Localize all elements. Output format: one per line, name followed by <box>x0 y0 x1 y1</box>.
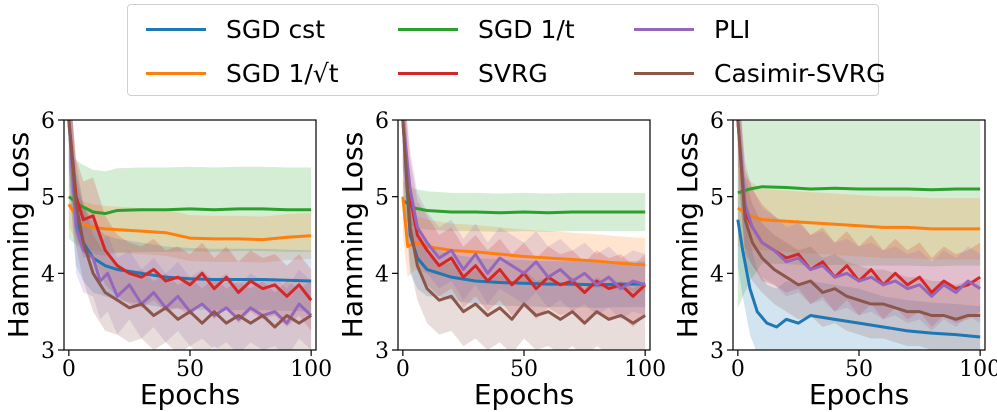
band-casimir-svrg <box>68 120 312 350</box>
y-tick-label: 3 <box>41 339 55 364</box>
legend-item-sgd-cst: SGD cst <box>146 11 325 47</box>
y-tick-label: 5 <box>41 186 55 211</box>
band-sgd-cst <box>737 173 981 350</box>
plot-area <box>736 120 981 350</box>
legend-swatch-sgd-1t <box>398 27 458 31</box>
x-tick-label: 50 <box>845 357 873 382</box>
legend-label-pli: PLI <box>714 14 751 44</box>
legend-swatch-svrg <box>398 71 458 75</box>
legend-label-casimir-svrg: Casimir-SVRG <box>714 58 886 88</box>
x-axis-label: Epochs <box>809 378 909 411</box>
chart-panel-1: 0 50 100 3 4 5 6 Epochs Hamming Loss <box>2 109 332 411</box>
series-line-sgd-1-t <box>737 206 981 231</box>
chart-panel-3: 0 50 100 3 4 5 6 Epochs Hamming Loss <box>671 109 997 411</box>
band-sgd-1-t <box>737 169 981 260</box>
series-line-sgd-1-t <box>737 185 981 195</box>
series-line-pli <box>736 120 981 298</box>
series-line-sgd-cst <box>736 219 981 339</box>
y-tick-label: 3 <box>710 339 724 364</box>
y-tick-label: 4 <box>375 262 389 287</box>
x-tick-label: 100 <box>959 357 997 382</box>
legend-item-pli: PLI <box>634 11 750 47</box>
legend-item-svrg: SVRG <box>398 55 548 91</box>
legend-label-svrg: SVRG <box>478 58 548 88</box>
x-tick-label: 100 <box>290 357 332 382</box>
legend-item-sgd-1t: SGD 1/t <box>398 11 575 47</box>
plot-area <box>401 120 647 350</box>
band-sgd-cst <box>68 120 312 312</box>
y-axis-label: Hamming Loss <box>336 132 369 338</box>
chart-panel-2: 0 50 100 3 4 5 6 Epochs Hamming Loss <box>336 109 666 411</box>
y-tick-label: 5 <box>710 186 724 211</box>
y-tick-label: 6 <box>41 109 55 134</box>
band-sgd-1-t <box>68 181 312 263</box>
series-line-casimir-svrg <box>67 120 312 329</box>
legend-swatch-casimir-svrg <box>634 71 694 75</box>
y-tick-label: 3 <box>375 339 389 364</box>
band-pli <box>68 120 312 350</box>
x-tick-label: 50 <box>510 357 538 382</box>
x-axis-label: Epochs <box>140 378 240 411</box>
y-tick-label: 4 <box>710 262 724 287</box>
x-tick-label: 0 <box>62 357 76 382</box>
series-line-sgd-1-t <box>401 196 646 267</box>
band-sgd-1-t <box>402 181 646 232</box>
y-axis-label: Hamming Loss <box>671 132 704 338</box>
y-tick-label: 6 <box>710 109 724 134</box>
band-sgd-cst <box>402 120 646 308</box>
legend-swatch-sgd-cst <box>146 27 206 31</box>
x-tick-label: 0 <box>396 357 410 382</box>
legend-swatch-sgd-sqrt <box>146 71 206 75</box>
band-sgd-1-t <box>402 158 646 292</box>
series-line-sgd-1-t <box>67 195 312 216</box>
series-line-casimir-svrg <box>736 120 981 321</box>
band-sgd-1-t <box>737 120 981 308</box>
legend-label-sgd-1t: SGD 1/t <box>478 14 575 44</box>
series-line-svrg <box>401 120 647 298</box>
x-tick-label: 100 <box>624 357 666 382</box>
series-line-sgd-1-t <box>402 199 646 215</box>
plot-area <box>67 120 313 350</box>
series-line-casimir-svrg <box>401 120 646 325</box>
legend-swatch-pli <box>634 27 694 31</box>
x-tick-label: 50 <box>176 357 204 382</box>
series-line-pli <box>401 120 646 291</box>
series-line-pli <box>67 120 313 325</box>
y-tick-label: 5 <box>375 186 389 211</box>
series-line-svrg <box>67 120 313 302</box>
x-axis-label: Epochs <box>474 378 574 411</box>
x-tick-label: 0 <box>731 357 745 382</box>
y-tick-label: 4 <box>41 262 55 287</box>
y-axis-label: Hamming Loss <box>2 132 35 338</box>
legend-label-sgd-sqrt: SGD 1/√t <box>226 58 339 88</box>
legend-label-sgd-cst: SGD cst <box>226 14 326 44</box>
y-tick-label: 6 <box>375 109 389 134</box>
band-svrg <box>737 120 981 327</box>
legend-item-casimir-svrg: Casimir-SVRG <box>634 55 885 91</box>
legend: SGD cst SGD 1/√t SGD 1/t SVRG PLI Casimi… <box>127 4 885 96</box>
legend-item-sgd-sqrt: SGD 1/√t <box>146 55 339 91</box>
band-casimir-svrg <box>737 120 981 350</box>
series-line-sgd-1-t <box>67 203 312 242</box>
